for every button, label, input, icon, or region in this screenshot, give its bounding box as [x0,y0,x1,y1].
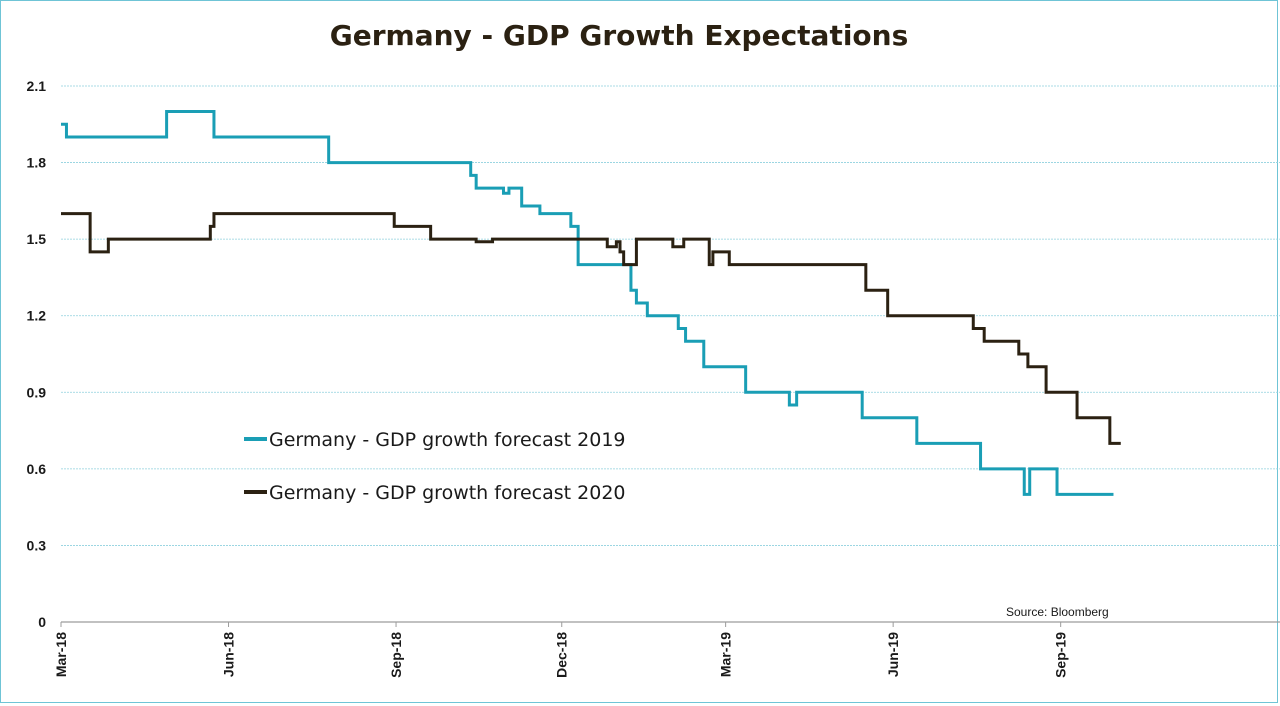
y-tick-label: 0.9 [27,384,47,400]
series-lines [61,110,1121,496]
y-tick-label: 0.6 [27,461,47,477]
y-tick-label: 0 [38,614,46,630]
x-tick-label: Sep-18 [388,632,404,678]
y-tick-label: 2.1 [27,78,47,94]
x-tick-label: Jun-18 [221,632,237,677]
y-tick-label: 1.5 [27,231,47,247]
legend: Germany - GDP growth forecast 2019 Germa… [244,429,626,504]
source-note: Source: Bloomberg [1006,605,1109,619]
y-tick-label: 1.8 [27,155,47,171]
x-tick-label: Mar-18 [53,632,69,677]
x-tick-label: Mar-19 [718,632,734,677]
series-line-2020 [61,212,1121,445]
x-tick-label: Dec-18 [554,632,570,678]
x-tick-label: Jun-19 [885,632,901,677]
series-line-2019 [61,110,1114,496]
y-tick-label: 0.3 [27,537,47,553]
y-tick-label: 1.2 [27,308,47,324]
legend-label-2020: Germany - GDP growth forecast 2020 [269,482,626,504]
y-axis-ticks: 0 0.3 0.6 0.9 1.2 1.5 1.8 2.1 [27,78,47,630]
x-axis-ticks: Mar-18 Jun-18 Sep-18 Dec-18 Mar-19 Jun-19 Sep-… [53,622,1069,678]
chart-title: Germany - GDP Growth Expectations [330,19,909,52]
legend-label-2019: Germany - GDP growth forecast 2019 [269,429,626,451]
gridlines [61,85,1280,623]
x-tick-label: Sep-19 [1053,632,1069,678]
